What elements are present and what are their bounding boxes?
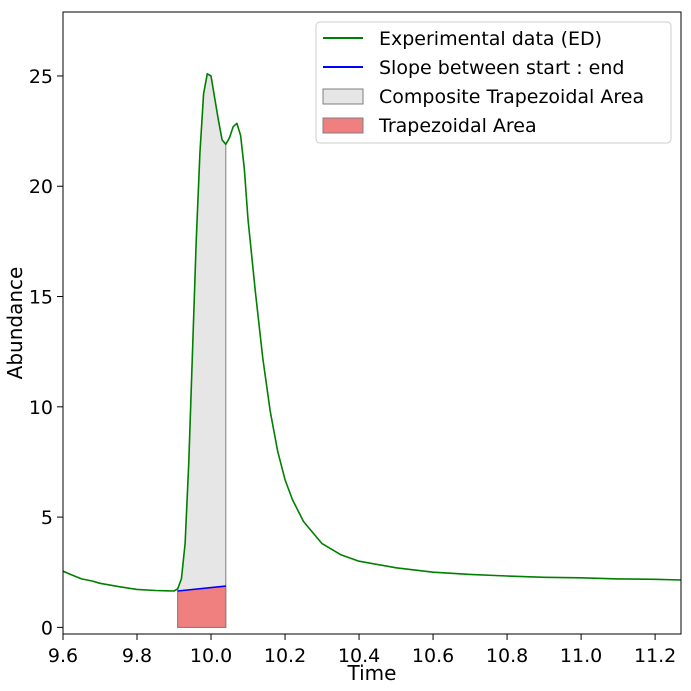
y-tick-label: 5	[41, 507, 53, 529]
y-tick-label: 10	[29, 397, 53, 419]
legend-label: Trapezoidal Area	[378, 115, 537, 137]
legend-label: Experimental data (ED)	[379, 28, 602, 50]
x-tick-label: 10.4	[338, 645, 380, 667]
legend-patch-swatch	[322, 117, 364, 134]
legend-box	[315, 21, 672, 144]
x-tick-label: 10.0	[190, 645, 232, 667]
y-axis-ticks: 0 5 10 15 20 25	[29, 66, 63, 639]
y-tick-label: 20	[29, 176, 53, 198]
area-trapezoidal	[177, 585, 227, 628]
legend-label: Slope between start : end	[379, 57, 624, 79]
x-axis-ticks: 9.6 9.8 10.0 10.2 10.4 10.6 10.8 11.0 11.2	[48, 634, 676, 667]
x-tick-label: 10.2	[264, 645, 306, 667]
legend-patch-swatch	[322, 88, 364, 105]
legend-label: Composite Trapezoidal Area	[379, 86, 644, 108]
x-tick-label: 11.0	[560, 645, 602, 667]
lines-layer	[62, 73, 682, 592]
y-tick-label: 0	[41, 617, 53, 639]
series-line-slope	[177, 585, 226, 592]
x-tick-label: 10.6	[412, 645, 454, 667]
legend: Experimental data (ED) Slope between star…	[315, 21, 672, 144]
x-tick-label: 9.6	[48, 645, 78, 667]
x-tick-label: 10.8	[486, 645, 528, 667]
plot-frame	[62, 11, 682, 635]
y-axis-title: Abundance	[3, 267, 27, 380]
series-line-experimental-data	[62, 73, 682, 592]
y-tick-label: 15	[29, 287, 53, 309]
x-tick-label: 9.8	[122, 645, 152, 667]
x-axis-title: Time	[347, 661, 397, 685]
x-tick-label: 11.2	[634, 645, 676, 667]
y-tick-label: 25	[29, 66, 53, 88]
